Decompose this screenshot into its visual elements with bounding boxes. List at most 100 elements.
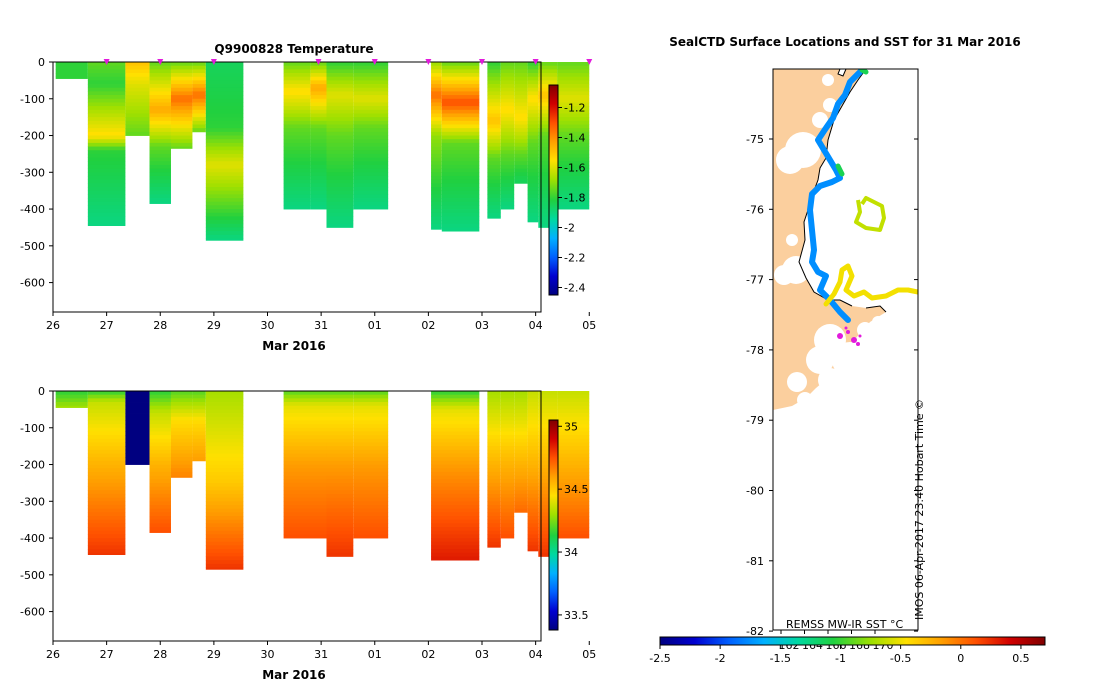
salinity-section-plot: 0 -100 -200 -300 -400 -500 -600 26 27 28 29 30 31 01… [20, 385, 596, 682]
profile-cell [487, 142, 501, 147]
profile-cell [125, 427, 150, 432]
profile-cell [87, 190, 126, 195]
profile-cell [527, 464, 539, 469]
profile-cell [149, 120, 171, 125]
profile-cell [538, 460, 558, 465]
profile-cell [353, 168, 389, 173]
profile-cell [170, 146, 193, 149]
profile-cell [170, 427, 193, 432]
profile-cell [87, 475, 126, 480]
profile-marker [532, 59, 539, 65]
temperature-x-label: Mar 2016 [262, 339, 326, 353]
profile-cell [487, 157, 501, 162]
profile-cell [557, 501, 590, 506]
profile-cell [170, 405, 193, 410]
profile-cell [125, 124, 150, 129]
profile-cell [527, 87, 539, 92]
profile-cell [514, 446, 528, 451]
profile-cell [353, 128, 389, 133]
profile-cell [87, 534, 126, 539]
profile-cell [527, 150, 539, 155]
profile-cell [500, 109, 515, 114]
profile-cell [326, 409, 354, 414]
profile-cell [527, 194, 539, 199]
colorbar-tick-label: 33.5 [564, 609, 589, 622]
profile-cell [557, 109, 590, 114]
profile-cell [500, 164, 515, 170]
profile-cell [487, 84, 501, 89]
profile-cell [326, 80, 354, 85]
profile-cell [125, 73, 150, 78]
profile-cell [125, 95, 150, 100]
profile-cell [353, 102, 389, 107]
profile-cell [431, 460, 480, 465]
profile-cell [514, 464, 528, 469]
profile-cell [441, 183, 480, 188]
profile-cell [487, 183, 501, 188]
profile-cell [310, 65, 327, 70]
profile-cell [527, 504, 539, 510]
profile-cell [192, 413, 206, 418]
profile-cell [205, 84, 244, 89]
profile-cell [538, 523, 558, 528]
profile-cell [441, 98, 480, 103]
profile-cell [170, 91, 193, 96]
profile-cell [205, 91, 244, 96]
profile-cell [125, 413, 150, 418]
profile-cell [431, 168, 442, 173]
profile-cell [353, 139, 389, 144]
profile-cell [527, 172, 539, 177]
profile-cell [538, 508, 558, 513]
profile-cell [431, 438, 480, 443]
profile-cell [192, 95, 206, 100]
profile-cell [514, 482, 528, 487]
y-tick-label: -400 [20, 203, 45, 216]
profile-cell [431, 409, 480, 414]
profile-cell [149, 128, 171, 133]
profile-cell [149, 431, 171, 436]
profile-cell [310, 69, 327, 74]
profile-cell [55, 402, 88, 407]
profile-cell [310, 113, 327, 118]
profile-marker [479, 59, 486, 65]
profile-cell [283, 73, 311, 78]
profile-cell [500, 530, 515, 535]
profile-cell [283, 131, 311, 136]
profile-cell [170, 106, 193, 111]
profile-cell [431, 541, 480, 546]
profile-cell [514, 164, 528, 170]
profile-cell [87, 209, 126, 214]
profile-cell [326, 187, 354, 192]
profile-cell [149, 183, 171, 188]
profile-cell [283, 409, 327, 414]
profile-cell [283, 139, 311, 144]
profile-cell [326, 179, 354, 184]
profile-cell [192, 117, 206, 122]
profile-cell [353, 201, 389, 206]
profile-cell [557, 62, 590, 67]
x-tick-label: 03 [475, 319, 489, 332]
profile-cell [326, 538, 354, 543]
profile-cell [283, 497, 327, 502]
profile-cell [353, 73, 389, 78]
profile-cell [441, 128, 480, 133]
sst-colorbar [659, 636, 1046, 646]
profile-cell [538, 413, 558, 418]
profile-cell [557, 175, 590, 181]
profile-cell [353, 475, 389, 480]
profile-cell [205, 150, 244, 155]
profile-cell [500, 534, 515, 539]
profile-cell [205, 512, 244, 517]
profile-cell [538, 128, 558, 133]
profile-cell [149, 73, 171, 78]
profile-cell [557, 464, 590, 469]
profile-cell [514, 420, 528, 425]
y-tick-label: -400 [20, 532, 45, 545]
profile-cell [500, 402, 515, 407]
profile-cell [205, 409, 244, 414]
profile-cell [87, 106, 126, 111]
profile-cell [283, 402, 327, 407]
profile-cell [431, 508, 480, 513]
profile-cell [527, 109, 539, 114]
profile-cell [87, 449, 126, 454]
